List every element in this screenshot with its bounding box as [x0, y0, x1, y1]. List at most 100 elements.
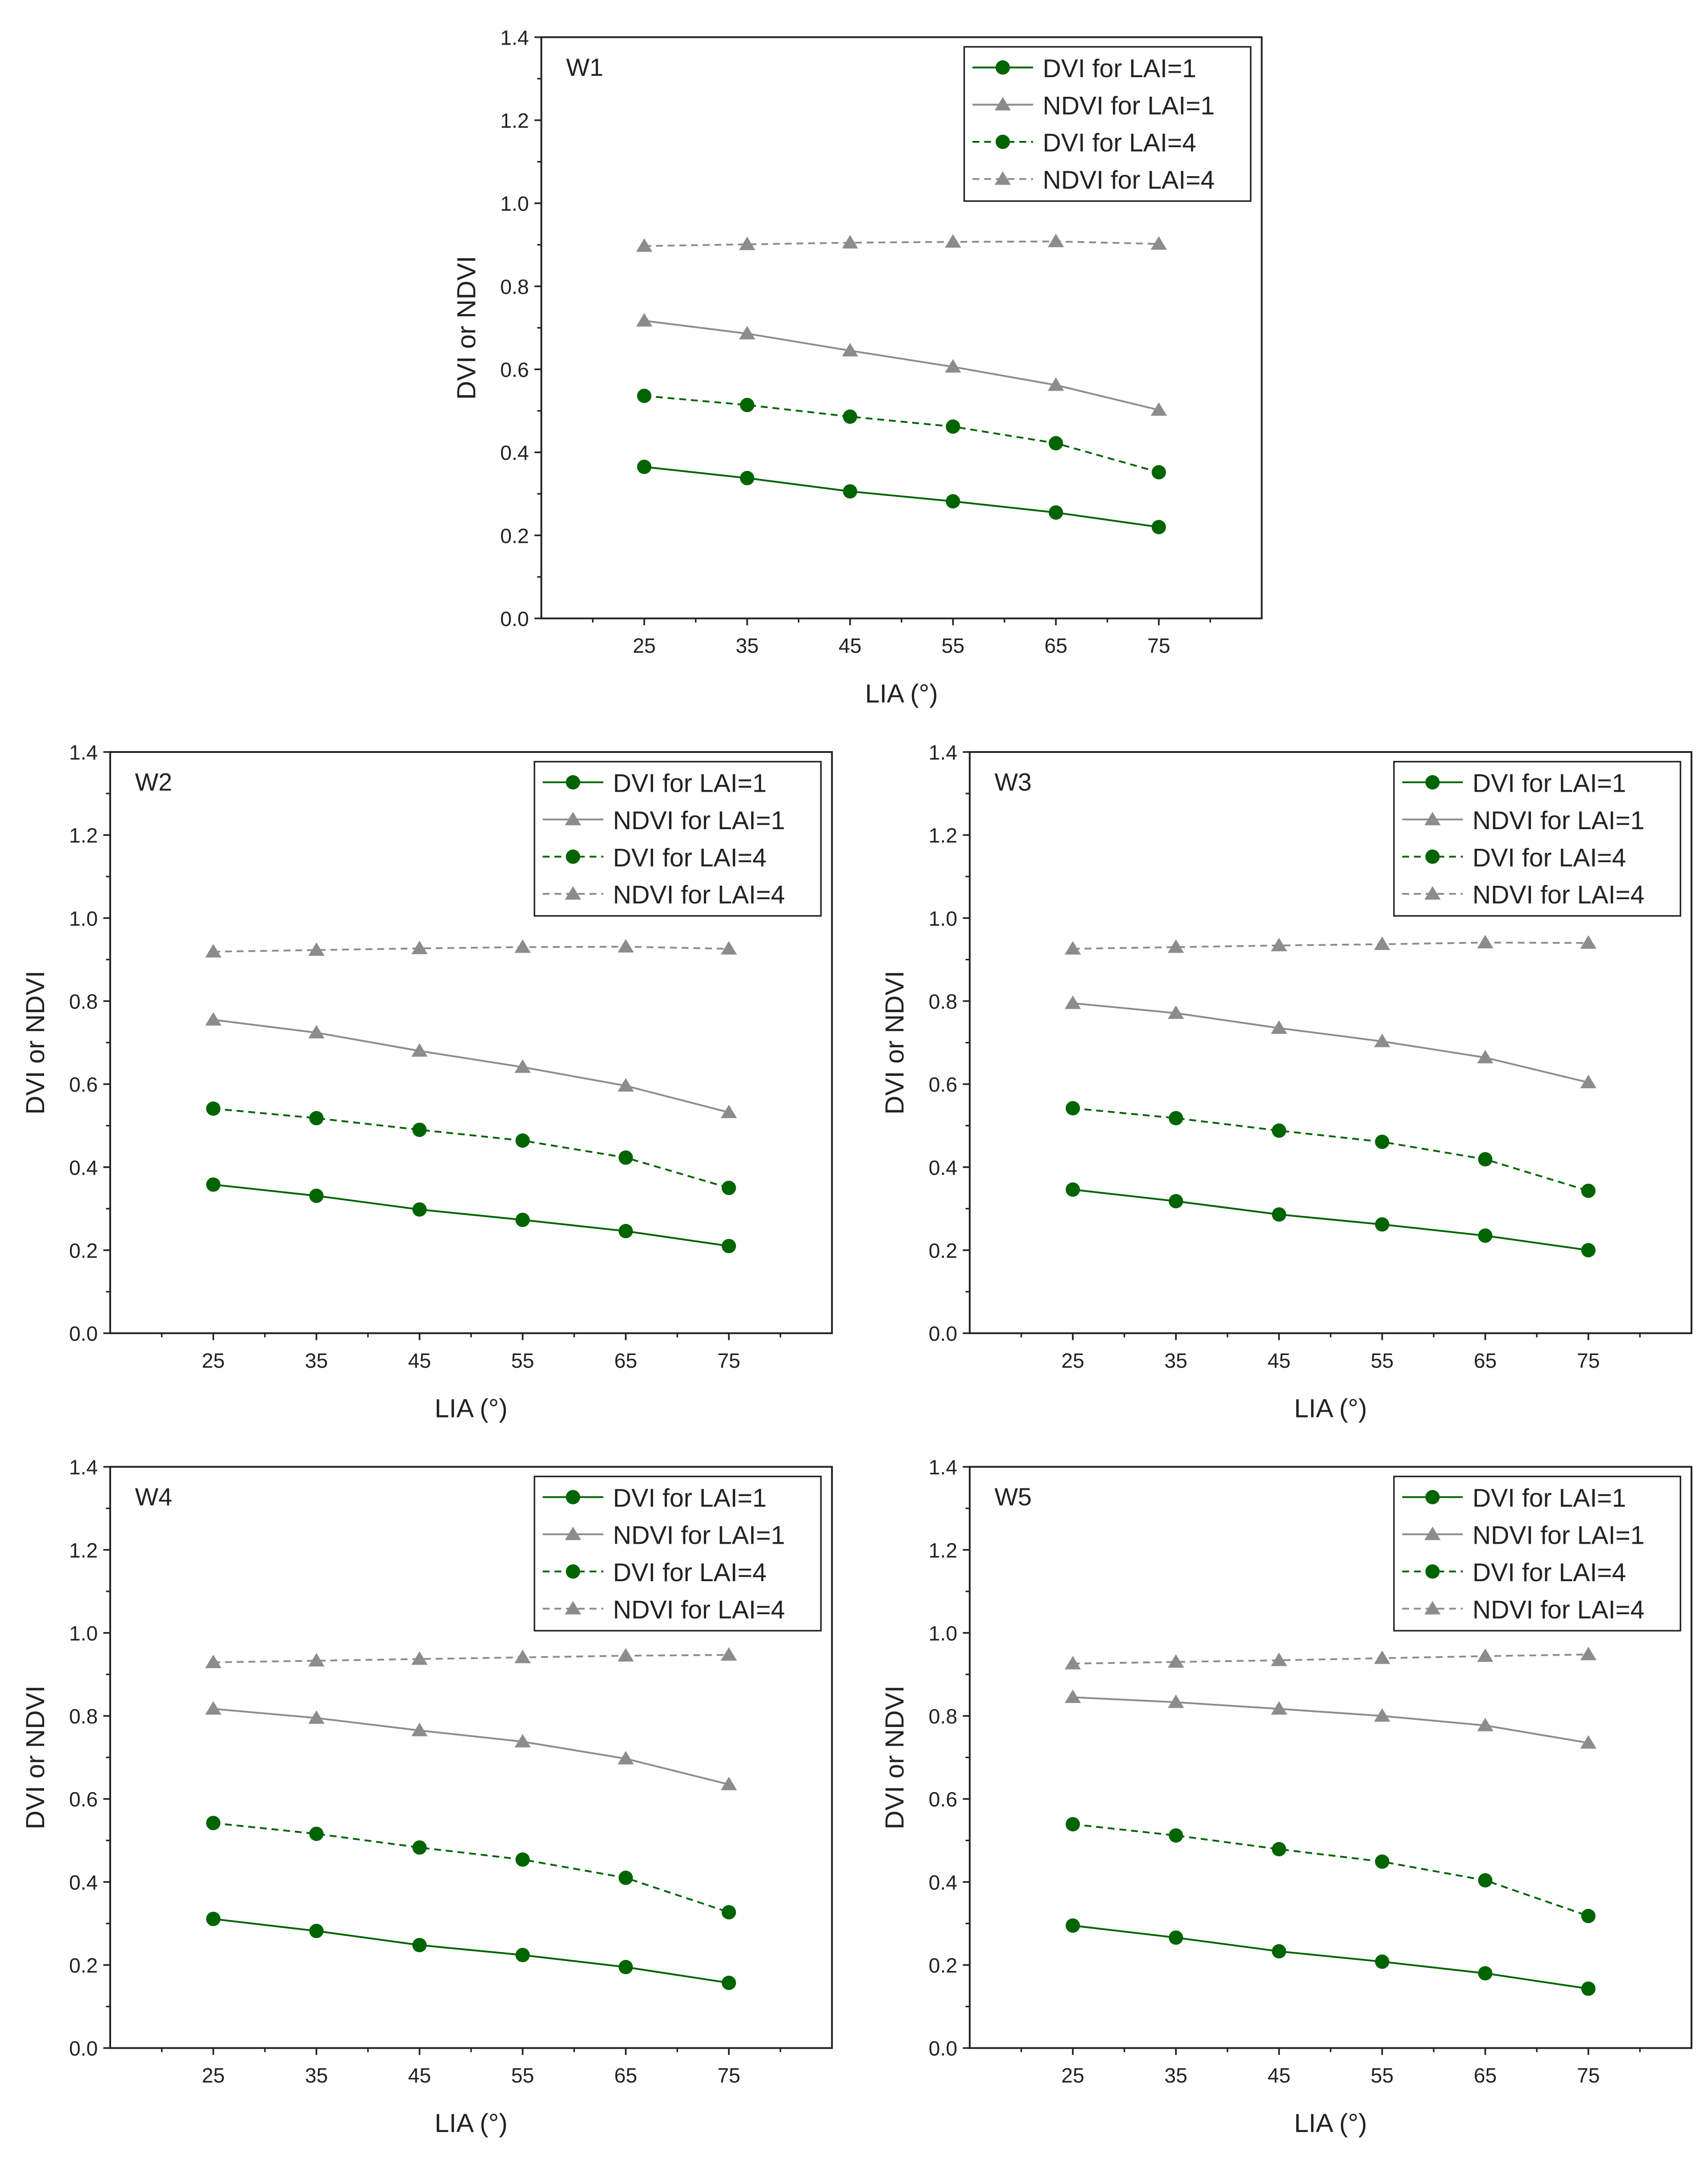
data-point: [1150, 402, 1167, 416]
y-axis-title: DVI or NDVI: [21, 1686, 50, 1830]
data-point: [1580, 1735, 1596, 1749]
y-tick-label: 0.4: [500, 441, 529, 464]
data-point: [636, 313, 653, 327]
legend-entry: NDVI for LAI=1: [1472, 806, 1645, 835]
x-tick-label: 75: [717, 1349, 740, 1372]
data-point: [411, 1723, 428, 1736]
y-tick-label: 1.2: [69, 824, 98, 847]
series-dvi-for-lai-1: [206, 1177, 736, 1253]
series-line: [213, 1183, 729, 1247]
x-axis-title: LIA (°): [434, 2109, 508, 2138]
data-point: [637, 459, 652, 474]
data-point: [1271, 1701, 1287, 1715]
series-line: [213, 1918, 729, 1984]
series-line: [213, 1708, 729, 1785]
legend-marker: [566, 775, 580, 789]
series-ndvi-for-lai-1: [636, 313, 1167, 416]
legend-box: [1393, 1475, 1681, 1632]
y-tick-label: 0.0: [929, 2037, 957, 2060]
series-line: [644, 240, 1159, 247]
x-tick-label: 45: [408, 2064, 431, 2087]
y-axis-title: DVI or NDVI: [452, 256, 481, 400]
series-dvi-for-lai-4: [637, 388, 1166, 479]
chart-panel-w5: 0.0 0.2 0.4 0.6 0.8 1.0 1.2 1.4 25 35 45 55 65 75 LIA …: [881, 1456, 1692, 2138]
y-tick-label: 0.4: [929, 1871, 957, 1894]
y-axis-title: DVI or NDVI: [881, 971, 910, 1115]
data-point: [1272, 1207, 1286, 1222]
legend-marker: [565, 886, 581, 900]
data-point: [1375, 1134, 1390, 1149]
x-tick-label: 35: [1164, 1349, 1187, 1372]
y-tick-label: 0.8: [929, 990, 957, 1013]
y-tick-label: 0.6: [500, 358, 529, 381]
y-tick-label: 1.4: [929, 741, 957, 764]
data-point: [1375, 1217, 1390, 1232]
legend-entry: DVI for LAI=4: [613, 1558, 766, 1587]
x-tick-label: 25: [1061, 2064, 1084, 2087]
series-ndvi-for-lai-1: [1064, 1689, 1596, 1749]
y-axis-title: DVI or NDVI: [21, 971, 50, 1115]
legend-marker: [566, 849, 580, 864]
data-point: [1477, 1718, 1493, 1731]
legend-marker: [1425, 849, 1440, 864]
x-tick-label: 35: [736, 634, 759, 657]
legend: DVI for LAI=1 NDVI for LAI=1 DVI for LAI=4…: [963, 46, 1252, 202]
x-tick-label: 75: [1577, 1349, 1600, 1372]
series-line: [213, 1019, 729, 1113]
data-point: [946, 419, 960, 434]
y-tick-label: 1.2: [69, 1539, 98, 1562]
series-dvi-for-lai-4: [1065, 1817, 1596, 1923]
series-line: [644, 320, 1159, 411]
legend-entry: DVI for LAI=4: [613, 843, 766, 872]
panel-label: W4: [135, 1483, 172, 1511]
y-tick-label: 0.8: [500, 275, 529, 298]
data-point: [1374, 1708, 1390, 1722]
y-tick-label: 0.6: [929, 1788, 957, 1811]
data-point: [1064, 1689, 1081, 1703]
data-point: [308, 1025, 325, 1039]
data-point: [1150, 236, 1167, 250]
x-axis-title: LIA (°): [1294, 1394, 1367, 1423]
legend-box: [533, 1475, 822, 1632]
legend-entry: NDVI for LAI=4: [1472, 881, 1645, 909]
data-point: [1581, 1183, 1596, 1198]
data-point: [1168, 1005, 1184, 1019]
series-line: [1073, 942, 1588, 950]
series-line: [213, 1822, 729, 1913]
data-point: [205, 1701, 222, 1715]
legend-marker: [1424, 886, 1441, 900]
legend-marker: [1424, 1601, 1441, 1615]
series-dvi-for-lai-4: [206, 1816, 736, 1920]
data-point: [514, 1649, 531, 1663]
x-tick-label: 75: [1147, 634, 1170, 657]
data-point: [514, 1059, 531, 1073]
data-point: [843, 484, 857, 499]
series-line: [1072, 1925, 1589, 1990]
data-point: [617, 1078, 634, 1092]
x-tick-label: 45: [1268, 2064, 1291, 2087]
y-tick-label: 0.8: [69, 990, 98, 1013]
x-tick-label: 25: [202, 2064, 225, 2087]
legend-box: [963, 46, 1252, 202]
series-line: [1072, 1823, 1589, 1917]
data-point: [1374, 1650, 1390, 1664]
y-tick-label: 0.2: [69, 1954, 98, 1977]
data-point: [721, 1905, 736, 1920]
data-point: [1168, 939, 1184, 953]
data-point: [411, 1651, 428, 1665]
data-point: [720, 1647, 737, 1661]
x-axis-title: LIA (°): [434, 1394, 508, 1423]
legend-marker: [1425, 1490, 1440, 1504]
data-point: [946, 494, 960, 509]
data-point: [1478, 1152, 1493, 1167]
legend-marker: [565, 812, 581, 826]
data-point: [205, 1012, 222, 1026]
legend-entry: DVI for LAI=1: [1472, 1484, 1626, 1512]
data-point: [1169, 1194, 1183, 1209]
y-tick-label: 1.2: [929, 1539, 957, 1562]
series-dvi-for-lai-4: [206, 1101, 736, 1195]
chart-panel-w3: 0.0 0.2 0.4 0.6 0.8 1.0 1.2 1.4 25 35 45 55 65 75 LIA …: [881, 741, 1692, 1423]
y-tick-label: 1.2: [929, 824, 957, 847]
data-point: [618, 1871, 633, 1885]
data-point: [412, 1202, 427, 1217]
